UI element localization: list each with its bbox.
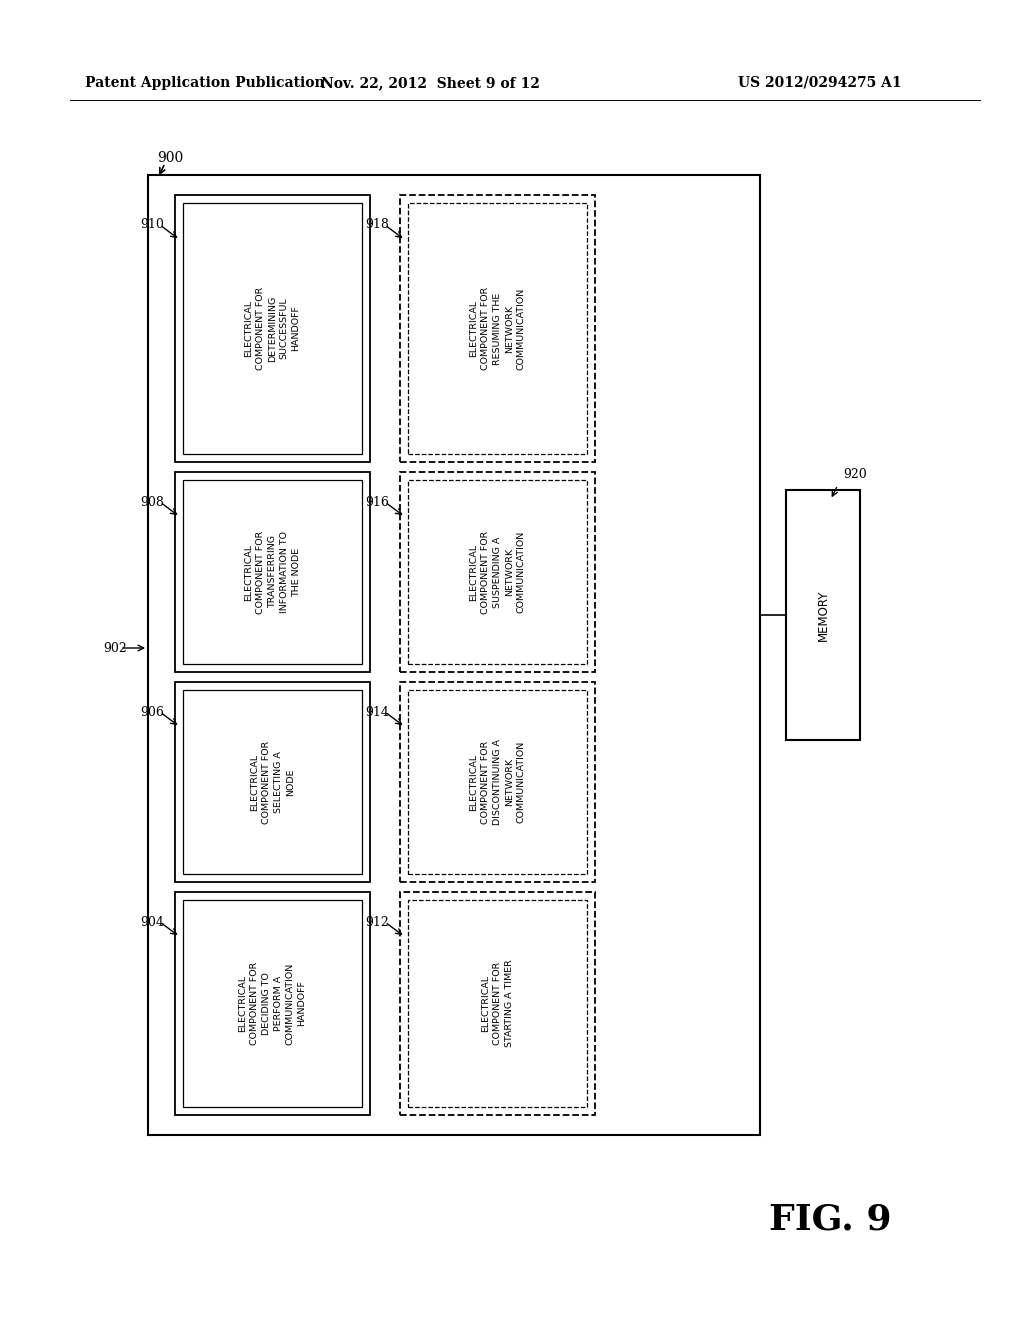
Text: ELECTRICAL
COMPONENT FOR
SUSPENDING A
NETWORK
COMMUNICATION: ELECTRICAL COMPONENT FOR SUSPENDING A NE… [469,531,525,614]
Bar [400,473,595,672]
Text: ELECTRICAL
COMPONENT FOR
TRANSFERRING
INFORMATION TO
THE NODE: ELECTRICAL COMPONENT FOR TRANSFERRING IN… [245,531,301,614]
Bar [183,900,362,1107]
Text: MEMORY: MEMORY [816,589,829,640]
Text: 904: 904 [140,916,164,928]
Bar [408,480,587,664]
Text: 900: 900 [157,150,183,165]
Bar [183,480,362,664]
Text: FIG. 9: FIG. 9 [769,1203,891,1237]
Bar [175,473,370,672]
Bar [175,682,370,882]
Text: 908: 908 [140,495,164,508]
Bar [400,682,595,882]
Bar [408,900,587,1107]
Bar [786,490,860,741]
Text: 914: 914 [365,705,389,718]
Text: ELECTRICAL
COMPONENT FOR
DETERMINING
SUCCESSFUL
HANDOFF: ELECTRICAL COMPONENT FOR DETERMINING SUC… [245,286,301,370]
Bar [148,176,760,1135]
Text: 902: 902 [103,642,127,655]
Text: US 2012/0294275 A1: US 2012/0294275 A1 [738,77,902,90]
Text: 920: 920 [843,469,867,482]
Bar [183,690,362,874]
Text: ELECTRICAL
COMPONENT FOR
SELECTING A
NODE: ELECTRICAL COMPONENT FOR SELECTING A NOD… [250,741,295,824]
Bar [183,203,362,454]
Text: 916: 916 [365,495,389,508]
Bar [175,892,370,1115]
Text: 918: 918 [365,219,389,231]
Bar [175,195,370,462]
Text: Patent Application Publication: Patent Application Publication [85,77,325,90]
Text: Nov. 22, 2012  Sheet 9 of 12: Nov. 22, 2012 Sheet 9 of 12 [321,77,540,90]
Text: ELECTRICAL
COMPONENT FOR
DISCONTINUING A
NETWORK
COMMUNICATION: ELECTRICAL COMPONENT FOR DISCONTINUING A… [469,739,525,825]
Text: 910: 910 [140,219,164,231]
Text: ELECTRICAL
COMPONENT FOR
STARTING A TIMER: ELECTRICAL COMPONENT FOR STARTING A TIME… [481,960,514,1047]
Bar [408,690,587,874]
Bar [400,892,595,1115]
Bar [408,203,587,454]
Bar [400,195,595,462]
Text: 906: 906 [140,705,164,718]
Text: ELECTRICAL
COMPONENT FOR
RESUMING THE
NETWORK
COMMUNICATION: ELECTRICAL COMPONENT FOR RESUMING THE NE… [469,286,525,370]
Text: 912: 912 [365,916,389,928]
Text: ELECTRICAL
COMPONENT FOR
DECIDING TO
PERFORM A
COMMUNICATION
HANDOFF: ELECTRICAL COMPONENT FOR DECIDING TO PER… [239,962,306,1045]
